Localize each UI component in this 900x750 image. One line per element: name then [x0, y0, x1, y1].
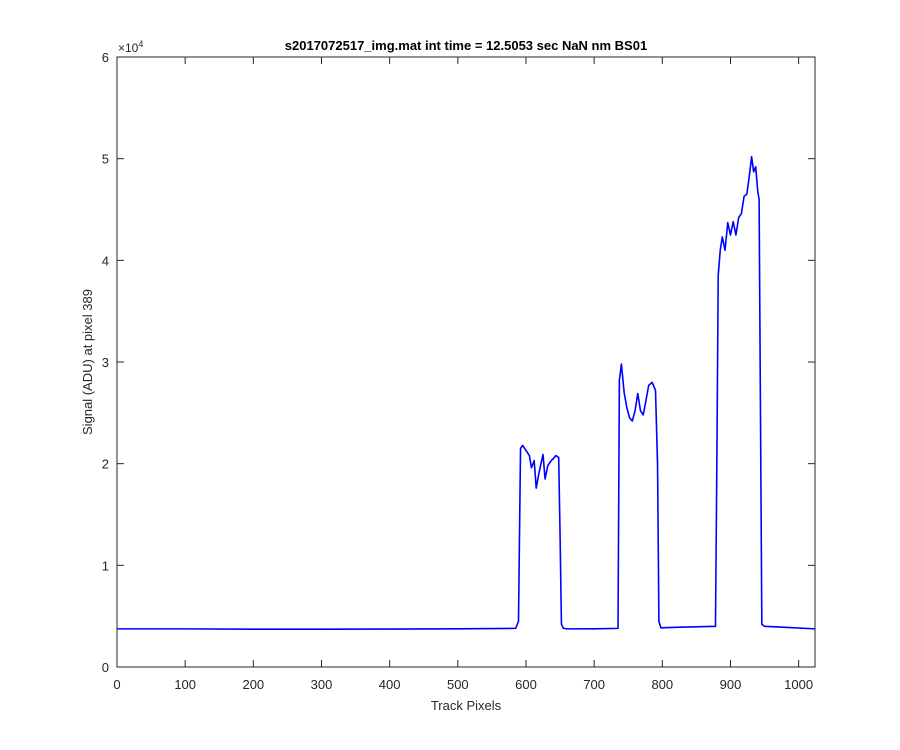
y-tick-label: 4 [102, 253, 109, 268]
series-line-0 [117, 155, 816, 630]
y-axis-label: Signal (ADU) at pixel 389 [80, 289, 95, 435]
x-axis-label: Track Pixels [431, 698, 502, 713]
x-tick-label: 800 [651, 677, 673, 692]
x-tick-label: 300 [311, 677, 333, 692]
y-tick-label: 6 [102, 50, 109, 65]
y-tick-label: 3 [102, 355, 109, 370]
y-axis-ticks: 0 1 2 3 4 5 6 [102, 50, 815, 675]
x-tick-label: 1000 [784, 677, 813, 692]
plot-area [117, 57, 815, 667]
y-tick-label: 0 [102, 660, 109, 675]
x-tick-label: 900 [720, 677, 742, 692]
x-tick-label: 500 [447, 677, 469, 692]
x-tick-label: 600 [515, 677, 537, 692]
x-tick-label: 100 [174, 677, 196, 692]
y-tick-label: 2 [102, 457, 109, 472]
y-tick-label: 1 [102, 558, 109, 573]
x-tick-label: 700 [583, 677, 605, 692]
x-tick-label: 0 [113, 677, 120, 692]
x-axis-ticks: 0 100 200 300 400 500 600 700 800 900 1000 [113, 57, 813, 692]
x-tick-label: 200 [242, 677, 264, 692]
x-tick-label: 400 [379, 677, 401, 692]
chart-title: s2017072517_img.mat int time = 12.5053 s… [285, 38, 647, 53]
y-tick-label: 5 [102, 152, 109, 167]
series-layer [117, 155, 816, 630]
y-axis-exponent: ×104 [118, 39, 143, 55]
